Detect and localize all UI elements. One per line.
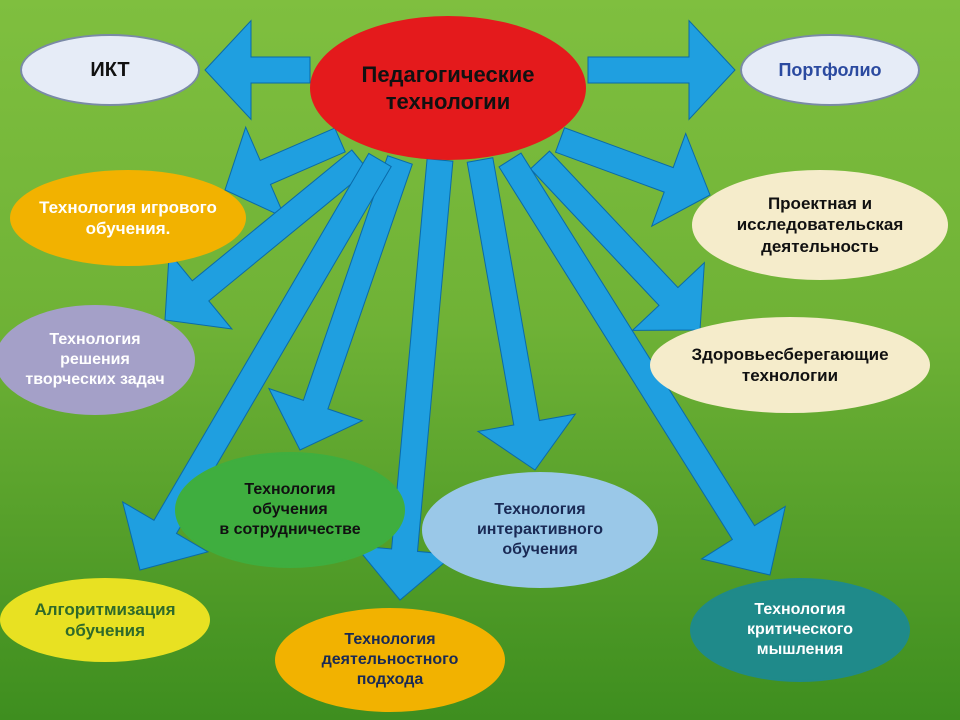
arrow-to-health: [531, 151, 705, 330]
node-game-learning: Технология игрового обучения.: [10, 170, 246, 266]
node-ikt: ИКТ: [20, 34, 200, 106]
node-portfolio: Портфолио: [740, 34, 920, 106]
node-interactive: Технология интерактивного обучения: [422, 472, 658, 588]
node-creative-tasks-label: Технология решения творческих задач: [25, 330, 164, 390]
node-critical-thinking: Технология критического мышления: [690, 578, 910, 682]
node-interactive-label: Технология интерактивного обучения: [477, 500, 603, 560]
node-critical-thinking-label: Технология критического мышления: [747, 600, 853, 660]
node-game-learning-label: Технология игрового обучения.: [39, 197, 217, 240]
node-ikt-label: ИКТ: [90, 58, 129, 83]
arrow-to-game-learning: [225, 127, 345, 218]
node-algorithm-label: Алгоритмизация обучения: [34, 599, 175, 642]
arrow-to-interactive: [467, 158, 575, 470]
node-cooperation-label: Технология обучения в сотрудничестве: [219, 480, 360, 540]
node-health: Здоровьесберегающие технологии: [650, 317, 930, 413]
arrow-to-ikt: [205, 21, 310, 120]
node-health-label: Здоровьесберегающие технологии: [691, 344, 888, 387]
node-algorithm: Алгоритмизация обучения: [0, 578, 210, 662]
arrow-to-project-research: [556, 128, 711, 226]
node-project-research: Проектная и исследовательская деятельнос…: [692, 170, 948, 280]
center-node-label: Педагогические технологии: [362, 61, 535, 116]
node-creative-tasks: Технология решения творческих задач: [0, 305, 195, 415]
node-activity-approach-label: Технология деятельностного подхода: [322, 630, 459, 690]
arrow-to-cooperation: [269, 156, 412, 450]
arrow-to-portfolio: [588, 21, 735, 120]
center-node: Педагогические технологии: [310, 16, 586, 160]
node-activity-approach: Технология деятельностного подхода: [275, 608, 505, 712]
node-cooperation: Технология обучения в сотрудничестве: [175, 452, 405, 568]
diagram-stage: ИКТ Портфолио Технология игрового обучения…: [0, 0, 960, 720]
node-project-research-label: Проектная и исследовательская деятельнос…: [737, 193, 904, 257]
node-portfolio-label: Портфолио: [778, 59, 881, 82]
